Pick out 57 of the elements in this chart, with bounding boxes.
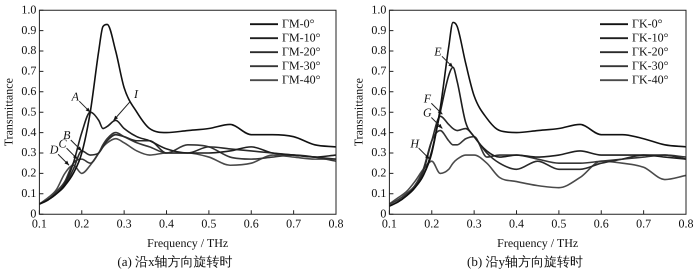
y-axis-title: Transmittance <box>351 78 366 146</box>
y-tick-label: 0.2 <box>371 166 386 180</box>
x-tick-label: 0.7 <box>286 216 302 231</box>
text: (a) 沿x轴方向旋转时 <box>116 253 234 271</box>
y-axis-title: Transmittance <box>1 78 16 146</box>
legend-label: ΓM-30° <box>282 58 321 72</box>
annotation: I <box>133 87 140 102</box>
legend-label: ΓK-0° <box>632 16 663 30</box>
x-axis-title: Frequency / THz <box>147 236 228 250</box>
x-tick-label: 0.2 <box>424 216 440 231</box>
y-tick-label: 0.4 <box>21 124 36 139</box>
annotation: A <box>70 89 80 104</box>
x-tick-label: 0.8 <box>678 216 694 231</box>
y-tick-label: 0.7 <box>21 64 36 78</box>
y-tick-label: 0.9 <box>21 22 36 37</box>
legend-label: ΓM-10° <box>282 30 321 44</box>
x-tick-label: 0.7 <box>636 216 652 231</box>
y-tick-label: 0.9 <box>371 22 386 37</box>
x-tick-label: 0.6 <box>594 216 609 231</box>
x-tick-label: 0.4 <box>159 216 174 231</box>
y-tick-label: 1.0 <box>371 2 386 16</box>
y-tick-label: 0.4 <box>371 124 386 139</box>
x-tick-label: 0.3 <box>116 216 132 231</box>
annotation: E <box>433 44 442 58</box>
y-tick-label: 0.8 <box>371 43 386 58</box>
legend-label: ΓM-40° <box>282 72 321 86</box>
x-tick-label: 0.8 <box>328 216 344 231</box>
y-tick-label: 0.1 <box>21 186 36 200</box>
x-axis-title: Frequency / THz <box>497 236 578 250</box>
y-tick-label: 0.6 <box>371 84 386 98</box>
legend-label: ΓK-20° <box>632 44 669 58</box>
y-tick-label: 0.3 <box>371 145 386 160</box>
y-tick-label: 0.6 <box>21 84 36 98</box>
legend-label: ΓK-10° <box>632 30 669 44</box>
x-tick-label: 0.5 <box>551 216 566 231</box>
y-tick-label: 0.3 <box>21 145 36 160</box>
annotation: H <box>409 136 420 150</box>
annotation: F <box>422 91 432 106</box>
y-tick-label: 0.2 <box>21 166 36 180</box>
text: (b) 沿y轴方向旋转时 <box>466 253 584 271</box>
annotation: G <box>423 106 432 120</box>
y-tick-label: 0.7 <box>371 64 386 78</box>
legend-label: ΓK-40° <box>632 72 669 86</box>
y-tick-label: 0.8 <box>21 43 36 58</box>
y-tick-label: 0.5 <box>21 104 36 118</box>
x-tick-label: 0.5 <box>201 216 216 231</box>
annotation: D <box>48 142 59 156</box>
x-tick-label: 0.6 <box>244 216 259 231</box>
y-tick-label: 1.0 <box>21 2 36 16</box>
legend-label: ΓM-0° <box>282 16 315 30</box>
legend-label: ΓM-20° <box>282 44 321 58</box>
x-tick-label: 0.2 <box>74 216 90 231</box>
legend-label: ΓK-30° <box>632 58 669 72</box>
y-tick-label: 0.5 <box>371 104 386 118</box>
x-tick-label: 0.4 <box>509 216 524 231</box>
y-tick-label: 0.1 <box>371 186 386 200</box>
x-tick-label: 0.3 <box>466 216 482 231</box>
